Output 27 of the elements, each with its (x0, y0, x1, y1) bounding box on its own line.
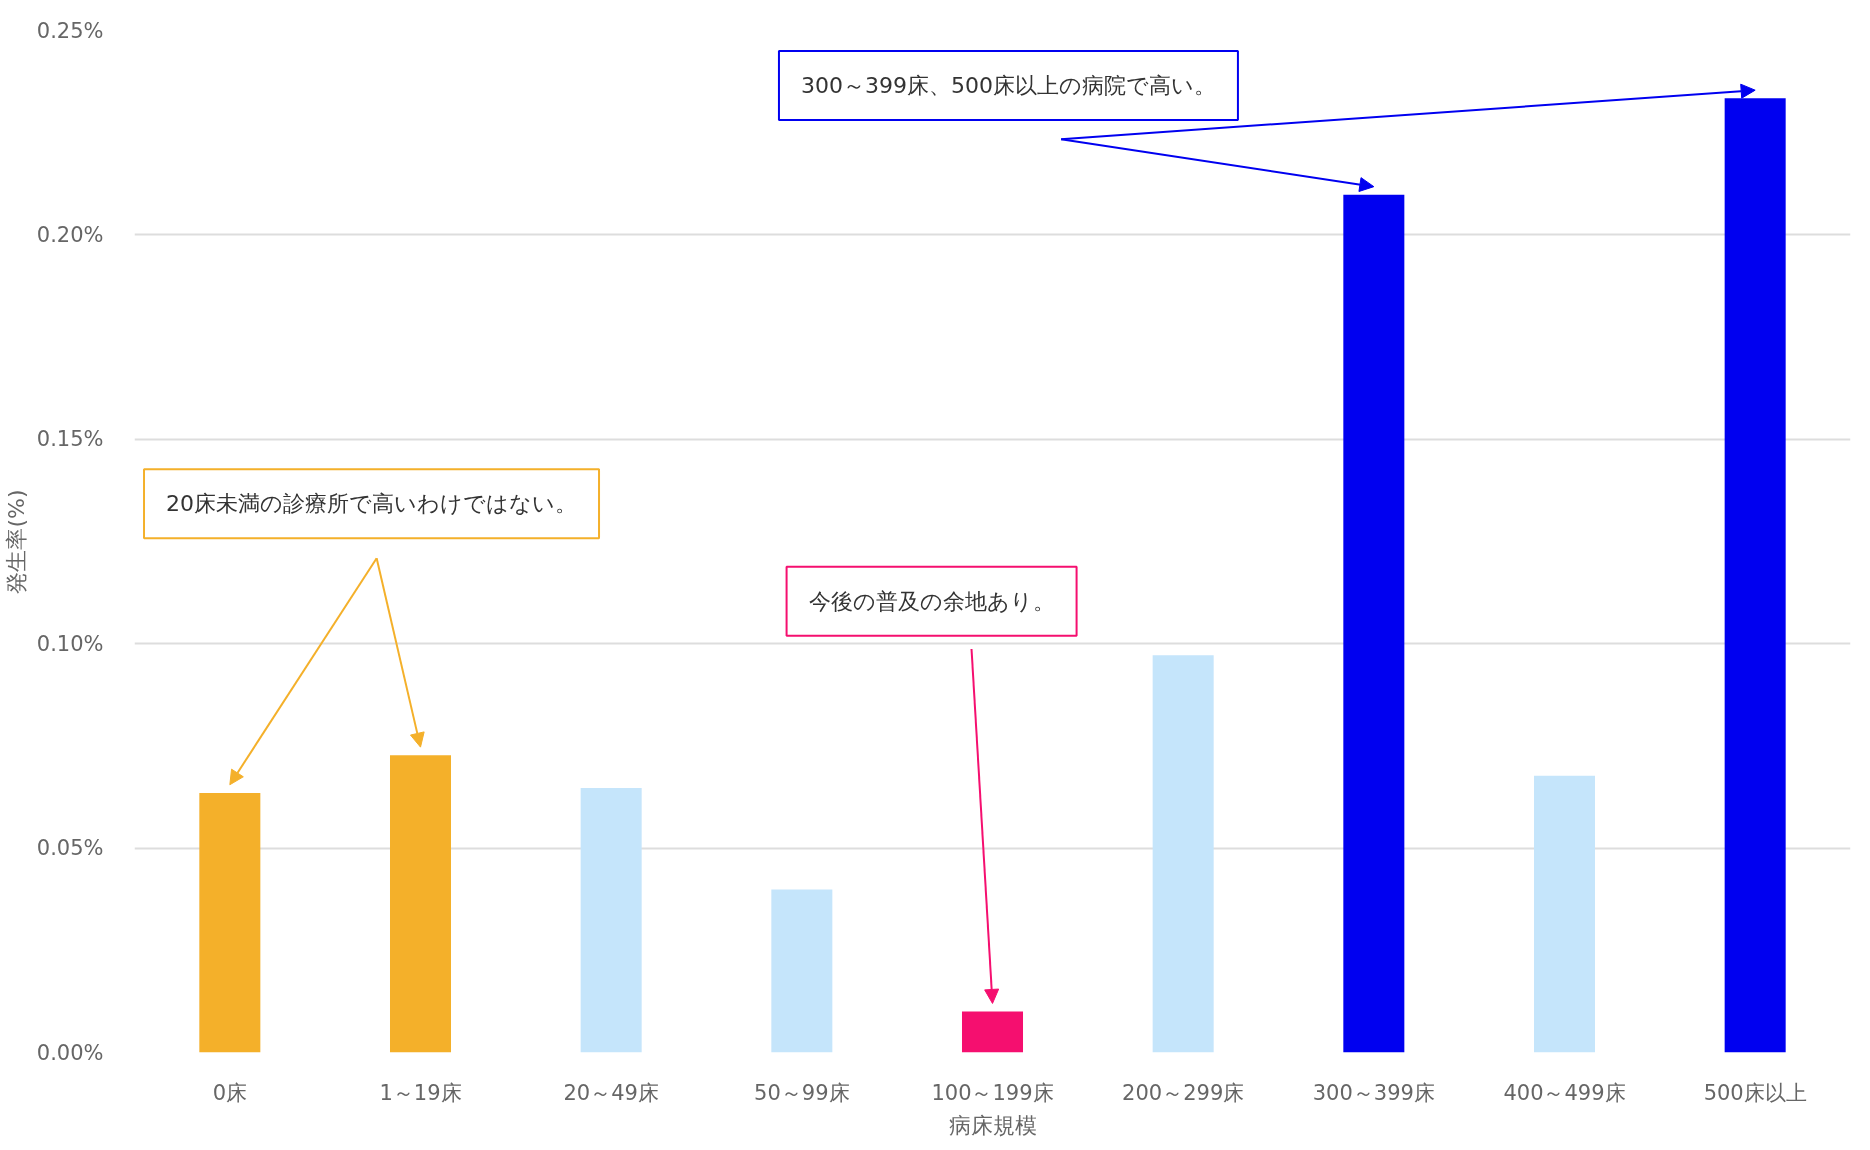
y-axis-title: 発生率(%) (3, 489, 29, 594)
bar (580, 788, 642, 1053)
x-tick-label: 50～99床 (754, 1080, 850, 1105)
x-tick-label: 500床以上 (1703, 1080, 1807, 1105)
x-tick-label: 100～199床 (931, 1080, 1054, 1105)
x-tick-label: 20～49床 (563, 1080, 659, 1105)
bar (961, 1011, 1024, 1053)
y-tick-label: 0.25% (36, 18, 104, 43)
bar (771, 889, 833, 1053)
x-tick-label: 0床 (212, 1080, 248, 1105)
x-tick-label: 400～499床 (1503, 1080, 1626, 1105)
y-tick-label: 0.10% (36, 631, 104, 656)
x-tick-label: 1～19床 (379, 1080, 462, 1105)
bar (389, 755, 452, 1053)
y-tick-label: 0.15% (36, 427, 104, 452)
y-tick-label: 0.05% (36, 836, 104, 861)
x-axis-title: 病床規模 (948, 1112, 1037, 1138)
y-tick-label: 0.20% (36, 222, 104, 247)
bar (199, 792, 261, 1053)
annotation: 20床未満の診療所で高いわけではない。 (166, 491, 578, 517)
bar (1152, 655, 1214, 1053)
bar (1533, 775, 1596, 1053)
x-tick-label: 200～299床 (1122, 1080, 1245, 1105)
annotation: 300～399床、500床以上の病院で高い。 (800, 72, 1216, 98)
y-tick-label: 0.00% (36, 1040, 104, 1065)
annotation: 今後の普及の余地あり。 (808, 588, 1055, 614)
x-tick-label: 300～399床 (1312, 1080, 1435, 1105)
